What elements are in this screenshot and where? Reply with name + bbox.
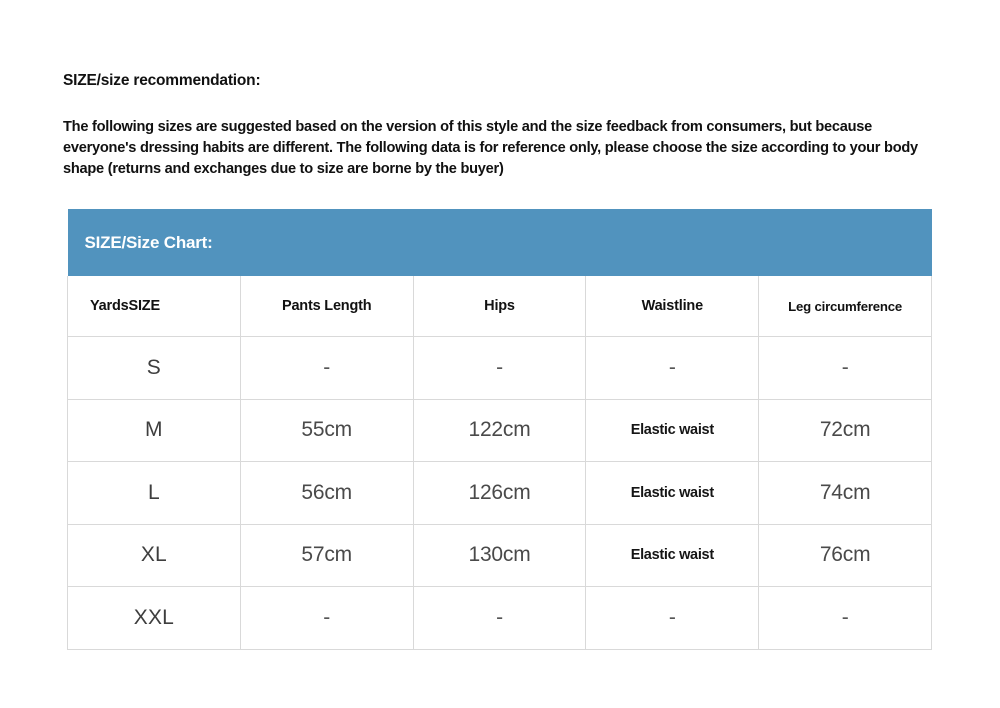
cell-hips: 130cm (412, 523, 587, 587)
chart-banner-title: SIZE/Size Chart: (67, 209, 932, 276)
table-row: XL 57cm 130cm Elastic waist 76cm (67, 523, 932, 587)
column-header-hips: Hips (412, 276, 587, 337)
column-header-waistline: Waistline (585, 276, 760, 337)
chart-banner-row: SIZE/Size Chart: (67, 209, 932, 276)
table-row: XXL - - - - (67, 586, 932, 650)
cell-hips: - (412, 586, 587, 650)
cell-size: XXL (67, 586, 241, 650)
column-header-leg-circumference: Leg circumference (758, 276, 932, 337)
cell-waistline: - (585, 586, 760, 650)
cell-hips: 126cm (412, 461, 587, 525)
intro-description: The following sizes are suggested based … (63, 118, 918, 178)
cell-size: S (67, 336, 241, 400)
table-row: L 56cm 126cm Elastic waist 74cm (67, 461, 932, 525)
column-header-yards-size: YardsSIZE (67, 276, 241, 337)
column-header-pants-length: Pants Length (239, 276, 414, 337)
cell-hips: 122cm (412, 398, 587, 462)
cell-pants-length: - (239, 336, 414, 400)
cell-pants-length: 56cm (239, 461, 414, 525)
cell-leg-circumference: 74cm (758, 461, 932, 525)
cell-size: XL (67, 523, 241, 587)
cell-waistline: Elastic waist (585, 461, 760, 525)
table-row: M 55cm 122cm Elastic waist 72cm (67, 398, 932, 462)
table-row: S - - - - (67, 336, 932, 400)
cell-pants-length: 55cm (239, 398, 414, 462)
cell-leg-circumference: - (758, 586, 932, 650)
cell-waistline: Elastic waist (585, 523, 760, 587)
page-title: SIZE/size recommendation: (63, 72, 261, 89)
cell-size: L (67, 461, 241, 525)
cell-hips: - (412, 336, 587, 400)
cell-waistline: - (585, 336, 760, 400)
cell-leg-circumference: 72cm (758, 398, 932, 462)
cell-waistline: Elastic waist (585, 398, 760, 462)
intro-block: SIZE/size recommendation: The following … (63, 72, 943, 181)
cell-leg-circumference: - (758, 336, 932, 400)
cell-pants-length: - (239, 586, 414, 650)
cell-pants-length: 57cm (239, 523, 414, 587)
chart-header-row: YardsSIZE Pants Length Hips Waistline Le… (67, 276, 932, 337)
cell-size: M (67, 398, 241, 462)
size-chart-table: SIZE/Size Chart: YardsSIZE Pants Length … (67, 209, 932, 650)
cell-leg-circumference: 76cm (758, 523, 932, 587)
